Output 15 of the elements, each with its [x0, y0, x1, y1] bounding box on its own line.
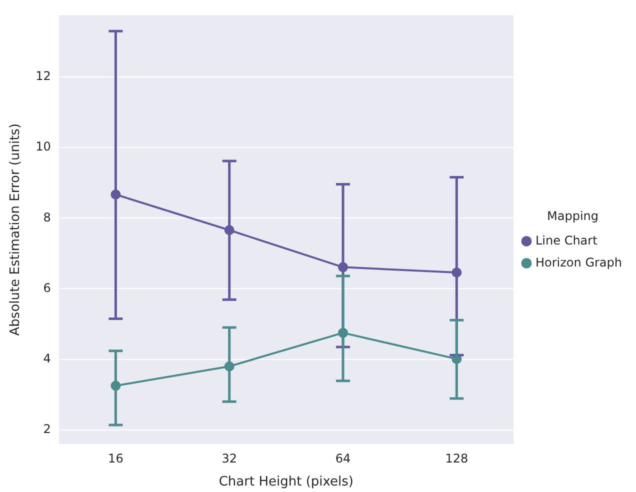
legend-label: Line Chart [536, 233, 598, 248]
x-tick-label: 32 [222, 451, 237, 466]
x-tick-label: 128 [445, 451, 468, 466]
y-tick-label: 4 [43, 351, 51, 366]
y-tick-label: 8 [43, 210, 51, 224]
y-tick-label: 2 [43, 422, 51, 436]
y-tick-label: 12 [36, 69, 51, 84]
x-axis-title: Chart Height (pixels) [218, 474, 354, 490]
legend-label: Horizon Graph [536, 255, 622, 270]
x-tick-label: 64 [335, 451, 351, 466]
y-tick-label: 10 [36, 140, 51, 154]
y-axis-title: Absolute Estimation Error (units) [8, 123, 24, 336]
legend-title: Mapping [547, 208, 598, 223]
x-tick-label: 16 [108, 451, 124, 466]
y-tick-label: 6 [43, 280, 51, 295]
